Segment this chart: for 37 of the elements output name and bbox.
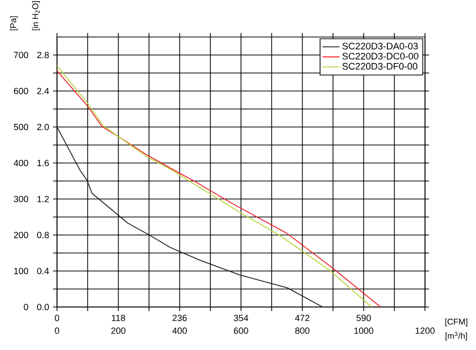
y2-tick-label: 0.0	[37, 304, 49, 310]
x2-tick-label: 472	[295, 314, 310, 322]
y2-tick-label: 1.6	[37, 160, 49, 166]
y-tick-label: 100	[14, 268, 28, 274]
y2-tick-label: 2.4	[37, 88, 49, 94]
line-series	[57, 126, 324, 307]
x2-tick-label: 590	[356, 314, 371, 322]
y-tick-label: 600	[14, 88, 28, 94]
x2-tick-label: 354	[234, 314, 248, 322]
x-tick-label: 800	[295, 328, 310, 334]
x2-tick-label: 118	[112, 314, 126, 322]
x-tick-label: 1000	[354, 328, 374, 334]
x-tick-label: 600	[234, 328, 248, 334]
x-tick-label: 200	[111, 328, 126, 334]
legend-label: SC220D3-DF0-00	[342, 62, 418, 70]
y2-tick-label: 0.8	[37, 232, 49, 238]
y2-tick-label: 0.4	[37, 268, 49, 274]
legend-label: SC220D3-DA0-03	[342, 42, 418, 50]
y-tick-label: 0	[24, 304, 28, 310]
x-axis-title: [m$^{3}$/h]	[446, 332, 467, 341]
y-tick-label: 400	[14, 160, 28, 166]
y-axis-title: [Pa]	[10, 16, 18, 30]
x-tick-label: 400	[172, 328, 187, 334]
x-tick-label: 1200	[416, 328, 435, 334]
y2-tick-label: 2.8	[37, 52, 49, 58]
x2-axis-title: [CFM]	[445, 318, 468, 326]
y2-tick-label: 2.0	[37, 124, 49, 130]
y2-tick-label: 1.2	[37, 196, 49, 202]
x-tick-label: 0	[54, 328, 60, 334]
legend-label: SC220D3-DC0-00	[342, 52, 418, 60]
y2-axis-title: [in H$_{2}$O]	[32, 1, 40, 30]
y-tick-label: 500	[14, 124, 28, 130]
x2-tick-label: 0	[54, 314, 60, 322]
y-tick-label: 300	[14, 196, 28, 202]
x2-tick-label: 236	[172, 314, 187, 322]
y-tick-label: 700	[14, 52, 28, 58]
y-tick-label: 200	[14, 232, 28, 238]
